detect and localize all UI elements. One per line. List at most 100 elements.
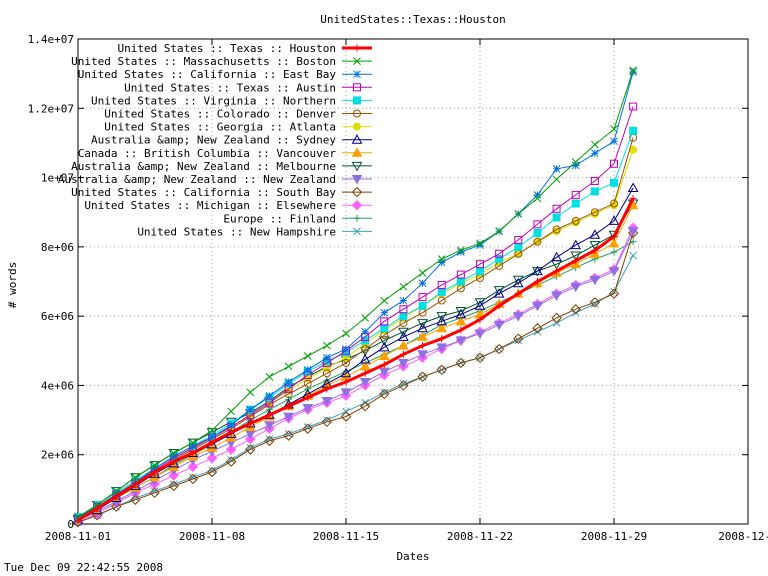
data-point xyxy=(629,66,637,75)
data-point xyxy=(552,213,561,222)
legend-label: United States :: Massachusetts :: Boston xyxy=(71,55,336,68)
data-point xyxy=(353,227,361,236)
data-point xyxy=(476,260,484,269)
data-point xyxy=(512,312,524,322)
x-tick-label: 2008-11-22 xyxy=(447,530,513,543)
data-point xyxy=(359,377,371,388)
data-point xyxy=(590,177,599,186)
data-point xyxy=(168,480,179,492)
data-point xyxy=(131,480,139,488)
legend-entry: United States :: Texas :: Austin xyxy=(124,81,372,94)
data-point xyxy=(495,302,503,310)
data-point xyxy=(455,357,467,369)
series-line xyxy=(77,227,634,523)
data-point xyxy=(284,378,293,386)
data-point xyxy=(359,401,371,412)
data-point xyxy=(398,358,409,369)
data-point xyxy=(283,430,294,441)
data-point xyxy=(208,433,216,442)
data-point xyxy=(225,431,237,442)
legend-label: Canada :: British Columbia :: Vancouver xyxy=(78,147,337,160)
data-point xyxy=(533,237,542,246)
data-point xyxy=(265,411,273,419)
data-point xyxy=(399,350,407,358)
data-point xyxy=(399,296,408,305)
data-point xyxy=(378,341,390,352)
data-point xyxy=(571,199,580,208)
data-point xyxy=(610,137,618,146)
series-line xyxy=(77,203,634,520)
data-point xyxy=(321,397,333,407)
data-point xyxy=(353,57,361,65)
data-point xyxy=(208,439,216,447)
data-point xyxy=(322,369,331,378)
data-point xyxy=(551,291,562,301)
data-point xyxy=(417,322,428,333)
legend-entry: Australia &amp; New Zealand :: Sydney xyxy=(91,134,372,147)
data-point xyxy=(351,186,363,198)
data-point xyxy=(284,362,293,371)
data-point xyxy=(323,341,331,350)
data-point xyxy=(590,208,599,217)
data-point xyxy=(323,385,331,393)
data-point xyxy=(74,517,82,525)
data-point xyxy=(591,140,599,149)
data-point xyxy=(399,312,408,321)
data-point xyxy=(351,199,363,211)
legend-entry: United States :: Virginia :: Northern xyxy=(91,94,372,107)
data-point xyxy=(417,319,428,329)
data-point xyxy=(351,134,363,144)
data-point xyxy=(629,68,637,76)
y-axis-label: # words xyxy=(6,262,19,308)
series-11 xyxy=(72,227,639,528)
legend-label: United States :: California :: South Bay xyxy=(71,186,336,199)
data-point xyxy=(493,288,505,298)
data-point xyxy=(342,329,350,338)
data-point xyxy=(189,449,197,457)
data-point xyxy=(436,364,447,376)
y-tick-label: 8e+06 xyxy=(41,241,74,254)
x-tick-label: 2008-11-08 xyxy=(179,530,245,543)
data-point xyxy=(590,187,599,196)
data-point xyxy=(353,44,361,52)
data-point xyxy=(303,352,312,360)
data-point xyxy=(571,190,580,199)
data-point xyxy=(610,159,618,168)
legend-label: United States :: New Hampshire xyxy=(137,225,336,238)
data-point xyxy=(340,367,352,378)
data-point xyxy=(189,442,197,450)
data-point xyxy=(437,258,446,267)
series-1 xyxy=(74,66,637,521)
data-point xyxy=(610,178,618,187)
data-point xyxy=(495,249,504,258)
legend-entry: United States :: Colorado :: Denver xyxy=(104,108,372,121)
data-point xyxy=(455,306,467,317)
data-point xyxy=(285,402,293,410)
data-point xyxy=(225,456,237,467)
data-point xyxy=(302,403,314,414)
data-point xyxy=(418,268,427,277)
data-point xyxy=(378,336,390,346)
legend-label: Europe :: Finland xyxy=(223,212,336,225)
data-point xyxy=(627,227,639,239)
series-line xyxy=(77,205,634,521)
data-point xyxy=(476,239,484,248)
data-point xyxy=(169,449,178,457)
data-point xyxy=(265,391,274,400)
data-point xyxy=(131,473,140,482)
legend-label: Australia &amp; New Zealand :: New Zeala… xyxy=(58,173,336,186)
legend-label: Australia &amp; New Zealand :: Sydney xyxy=(91,134,336,147)
data-point xyxy=(476,267,484,276)
data-point xyxy=(513,333,524,344)
data-point xyxy=(437,255,446,263)
data-point xyxy=(474,298,486,308)
data-point xyxy=(629,102,638,111)
data-point xyxy=(495,254,504,263)
data-point xyxy=(361,314,369,322)
legend-label: United States :: Texas :: Austin xyxy=(124,81,336,94)
data-point xyxy=(476,241,484,249)
data-point xyxy=(353,70,361,79)
data-point xyxy=(474,352,486,363)
data-point xyxy=(493,286,505,296)
data-point xyxy=(208,426,216,435)
